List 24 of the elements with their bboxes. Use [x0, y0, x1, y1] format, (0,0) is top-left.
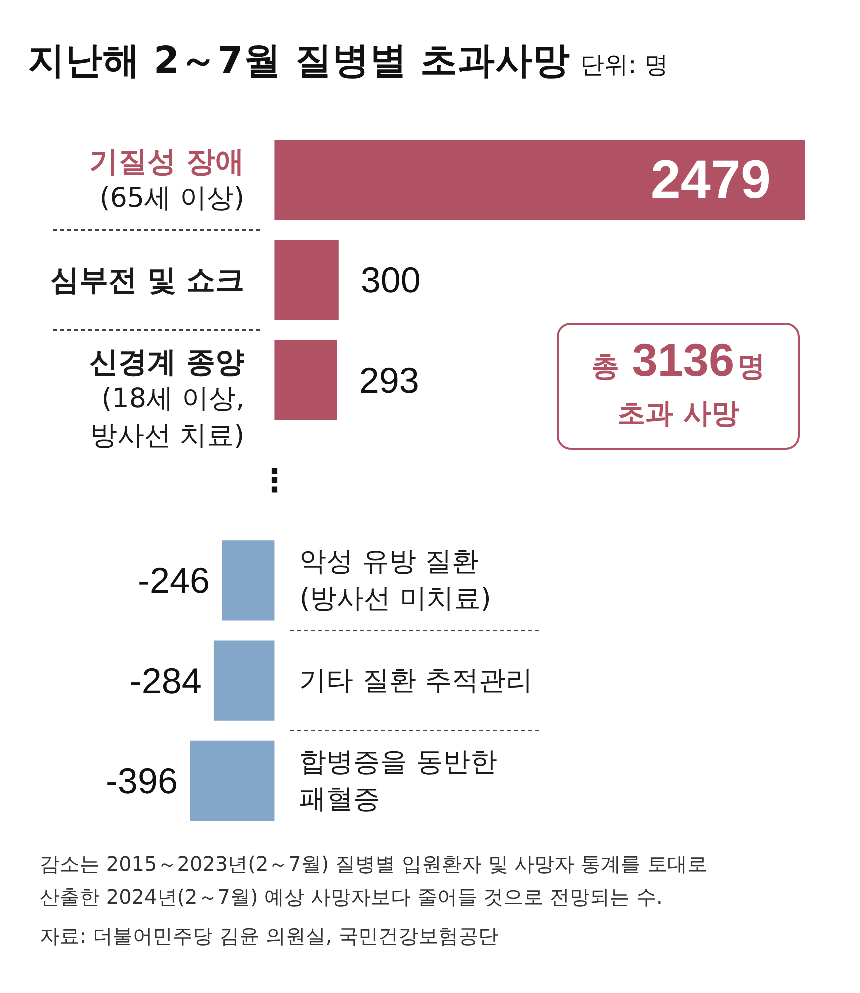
- data-label: 2479: [650, 150, 771, 210]
- bar: [274, 240, 339, 320]
- bar: [274, 340, 338, 420]
- data-label: -396: [106, 760, 178, 802]
- chart-title: 지난해 2～7월 질병별 초과사망: [28, 39, 571, 82]
- y-tick-label: 기질성 장애 (65세 이상): [90, 144, 245, 214]
- y-tick-label: ⋮: [258, 462, 291, 500]
- annotation: 감소는 2015～2023년(2～7월) 질병별 입원환자 및 사망자 통계를 토대로 산출한 2024년(2～7월) 예상 사망자보다 줄어들 것으로 전망되는 수.: [40, 851, 708, 911]
- bar: [222, 540, 275, 621]
- annotation: 총 3136명 초과 사망: [591, 334, 766, 430]
- bar: [274, 140, 805, 220]
- data-label: 300: [360, 260, 421, 301]
- bar: [214, 640, 275, 721]
- chart-subtitle: 단위: 명: [580, 51, 668, 79]
- y-tick-label: 악성 유방 질환 (방사선 미치료): [300, 546, 492, 615]
- y-tick-label: 기타 질환 추적관리: [300, 665, 533, 696]
- text: 자료: 더불어민주당 김윤 의원실, 국민건강보험공단: [40, 923, 500, 950]
- y-tick-label: 심부전 및 쇼크: [50, 263, 245, 298]
- data-label: -246: [138, 560, 210, 602]
- data-label: -284: [130, 660, 202, 702]
- data-label: 293: [359, 360, 420, 401]
- y-tick-label: 신경계 종양 (18세 이상, 방사선 치료): [90, 344, 245, 452]
- y-tick-label: 합병증을 동반한 패혈증: [300, 746, 498, 815]
- bar: [190, 740, 275, 821]
